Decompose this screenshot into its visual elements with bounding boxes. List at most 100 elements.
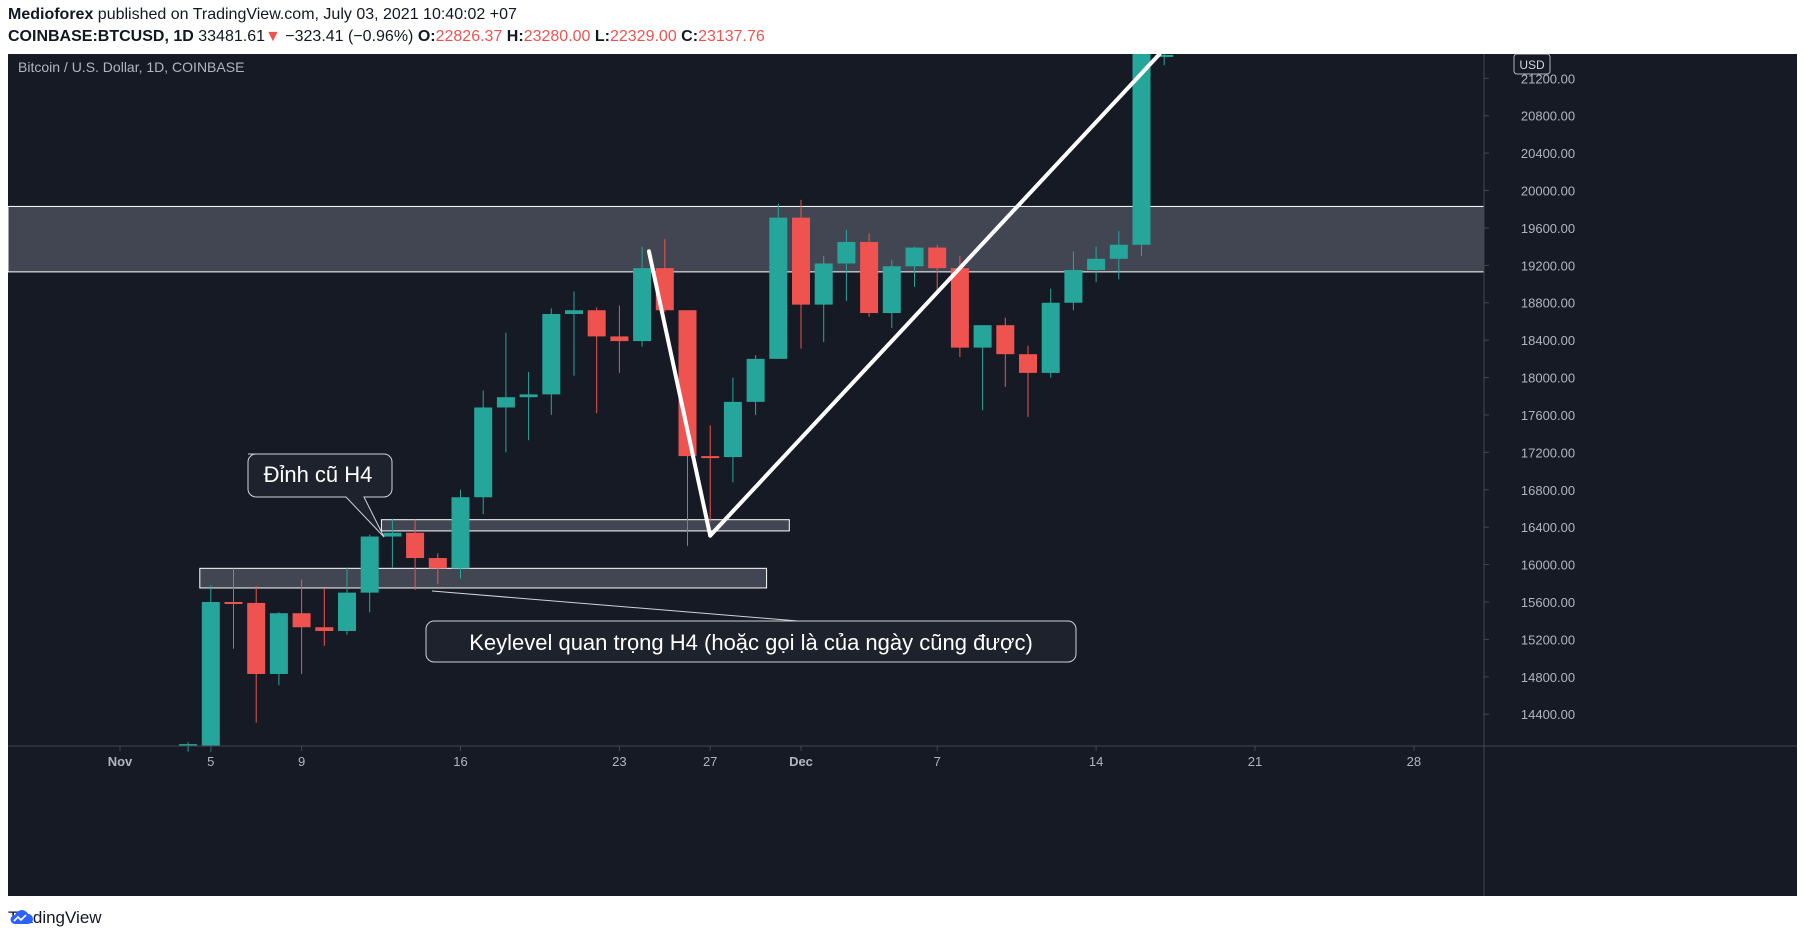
candle-body bbox=[723, 401, 742, 458]
price-tick-label: 16800.00 bbox=[1521, 483, 1575, 498]
price-tick-label: 15600.00 bbox=[1521, 595, 1575, 610]
candle-body bbox=[383, 532, 402, 537]
price-change: −323.41 (−0.96%) bbox=[285, 28, 414, 45]
candle-body bbox=[519, 394, 538, 398]
time-tick-label: 28 bbox=[1407, 754, 1421, 769]
price-tick-label: 21200.00 bbox=[1521, 71, 1575, 86]
candle-body bbox=[565, 310, 583, 314]
candle-body bbox=[269, 613, 288, 674]
trend-line-down bbox=[646, 249, 713, 538]
candle-body bbox=[814, 263, 833, 305]
annotation-old-high[interactable]: Đỉnh cũ H4 bbox=[247, 453, 393, 538]
price-tick-label: 19600.00 bbox=[1521, 221, 1575, 236]
time-tick-label: 7 bbox=[934, 754, 941, 769]
high-label: H: bbox=[506, 28, 524, 45]
last-price: 33481.61 bbox=[198, 28, 265, 45]
candle-body bbox=[928, 247, 947, 269]
candle-body bbox=[428, 558, 447, 569]
chart-pane[interactable]: 14400.00 14800.00 15200.00 15600.00 16000.00… bbox=[8, 54, 1797, 896]
high-value: 23280.00 bbox=[523, 28, 591, 45]
author-name[interactable]: Medioforex bbox=[8, 6, 94, 23]
time-tick-label: Dec bbox=[789, 754, 813, 769]
candle-body bbox=[474, 407, 493, 498]
time-tick-label: 23 bbox=[612, 754, 626, 769]
down-arrow-icon: ▼ bbox=[264, 28, 281, 45]
callout-pointer-keylevel bbox=[431, 590, 799, 622]
candle-body bbox=[792, 217, 810, 305]
close-label: C: bbox=[681, 28, 699, 45]
candle-body bbox=[678, 310, 697, 457]
symbol-label: COINBASE:BTCUSD, 1D bbox=[8, 28, 194, 45]
candle-body bbox=[973, 325, 992, 348]
candle-body bbox=[292, 613, 311, 628]
trend-line-up bbox=[708, 54, 1162, 538]
candle-body bbox=[1087, 258, 1106, 271]
candle-body bbox=[247, 602, 266, 674]
time-tick-label: 27 bbox=[703, 754, 717, 769]
time-tick-label: 16 bbox=[453, 754, 467, 769]
candle-body bbox=[950, 268, 969, 348]
chart-title: Bitcoin / U.S. Dollar, 1D, COINBASE bbox=[18, 59, 244, 75]
price-tick-label: 14400.00 bbox=[1521, 707, 1575, 722]
price-tick-label: 15200.00 bbox=[1521, 632, 1575, 647]
candle-body bbox=[610, 336, 629, 342]
candles-layer bbox=[179, 54, 1174, 752]
price-tick-label: 16000.00 bbox=[1521, 558, 1575, 573]
candle-body bbox=[179, 744, 198, 747]
candle-body bbox=[701, 456, 720, 459]
time-tick-label: 21 bbox=[1248, 754, 1262, 769]
zones-layer bbox=[8, 205, 1485, 589]
publish-header: Medioforex published on TradingView.com,… bbox=[0, 0, 1805, 54]
currency-badge[interactable]: USD bbox=[1513, 54, 1551, 75]
open-value: 22826.37 bbox=[435, 28, 503, 45]
candle-body bbox=[633, 268, 652, 342]
published-text: published on TradingView.com, July 03, 2… bbox=[97, 6, 517, 23]
currency-badge-frame bbox=[1513, 54, 1551, 75]
price-tick-label: 18400.00 bbox=[1521, 333, 1575, 348]
candle-body bbox=[746, 358, 765, 402]
close-value: 23137.76 bbox=[698, 28, 765, 45]
annotation-label-keylevel: Keylevel quan trọng H4 (hoặc gọi là của … bbox=[469, 630, 1033, 655]
candle-body bbox=[315, 627, 334, 631]
price-tick-label: 18000.00 bbox=[1521, 371, 1575, 386]
candle-body bbox=[587, 310, 606, 337]
annotation-label-old-high: Đỉnh cũ H4 bbox=[264, 462, 373, 487]
price-tick-label: 14800.00 bbox=[1521, 670, 1575, 685]
price-tick-label: 17600.00 bbox=[1521, 408, 1575, 423]
candle-body bbox=[1155, 54, 1174, 57]
candle-body bbox=[542, 313, 561, 395]
price-tick-label: 20000.00 bbox=[1521, 184, 1575, 199]
candle-body bbox=[769, 217, 788, 359]
price-tick-label: 17200.00 bbox=[1521, 445, 1575, 460]
candle-body bbox=[224, 601, 243, 604]
candle-body bbox=[1019, 354, 1037, 373]
candle-body bbox=[882, 266, 901, 314]
price-tick-label: 16400.00 bbox=[1521, 520, 1575, 535]
footer: TradingView bbox=[0, 896, 1805, 942]
tradingview-cloud-icon bbox=[10, 910, 33, 924]
ohlc-line: COINBASE:BTCUSD, 1D 33481.61▼ −323.41 (−… bbox=[8, 28, 765, 46]
candlestick-chart[interactable]: 14400.00 14800.00 15200.00 15600.00 16000.00… bbox=[8, 54, 1797, 896]
trend-lines-layer bbox=[646, 54, 1162, 538]
candle-body bbox=[996, 325, 1015, 355]
keylevel-h4 bbox=[199, 567, 768, 589]
callout-box-keylevel bbox=[425, 620, 1077, 663]
publish-info: Medioforex published on TradingView.com,… bbox=[8, 6, 517, 24]
candle-body bbox=[360, 536, 379, 593]
time-tick-label: 5 bbox=[207, 754, 214, 769]
price-tick-label: 18800.00 bbox=[1521, 296, 1575, 311]
candle-body bbox=[338, 592, 356, 631]
open-label: O: bbox=[417, 28, 436, 45]
price-tick-label: 19200.00 bbox=[1521, 258, 1575, 273]
candle-body bbox=[451, 497, 470, 569]
candle-body bbox=[406, 532, 425, 559]
price-tick-label: 20400.00 bbox=[1521, 146, 1575, 161]
candle-body bbox=[860, 241, 879, 314]
price-axis-panel bbox=[1484, 54, 1797, 896]
annotation-keylevel[interactable]: Keylevel quan trọng H4 (hoặc gọi là của … bbox=[425, 590, 1077, 663]
candle-body bbox=[837, 241, 856, 264]
candle-body bbox=[1064, 270, 1083, 303]
price-tick-label: 20800.00 bbox=[1521, 109, 1575, 124]
tradingview-logo[interactable]: TradingView bbox=[8, 908, 102, 928]
callout-box-old-high bbox=[247, 453, 393, 538]
